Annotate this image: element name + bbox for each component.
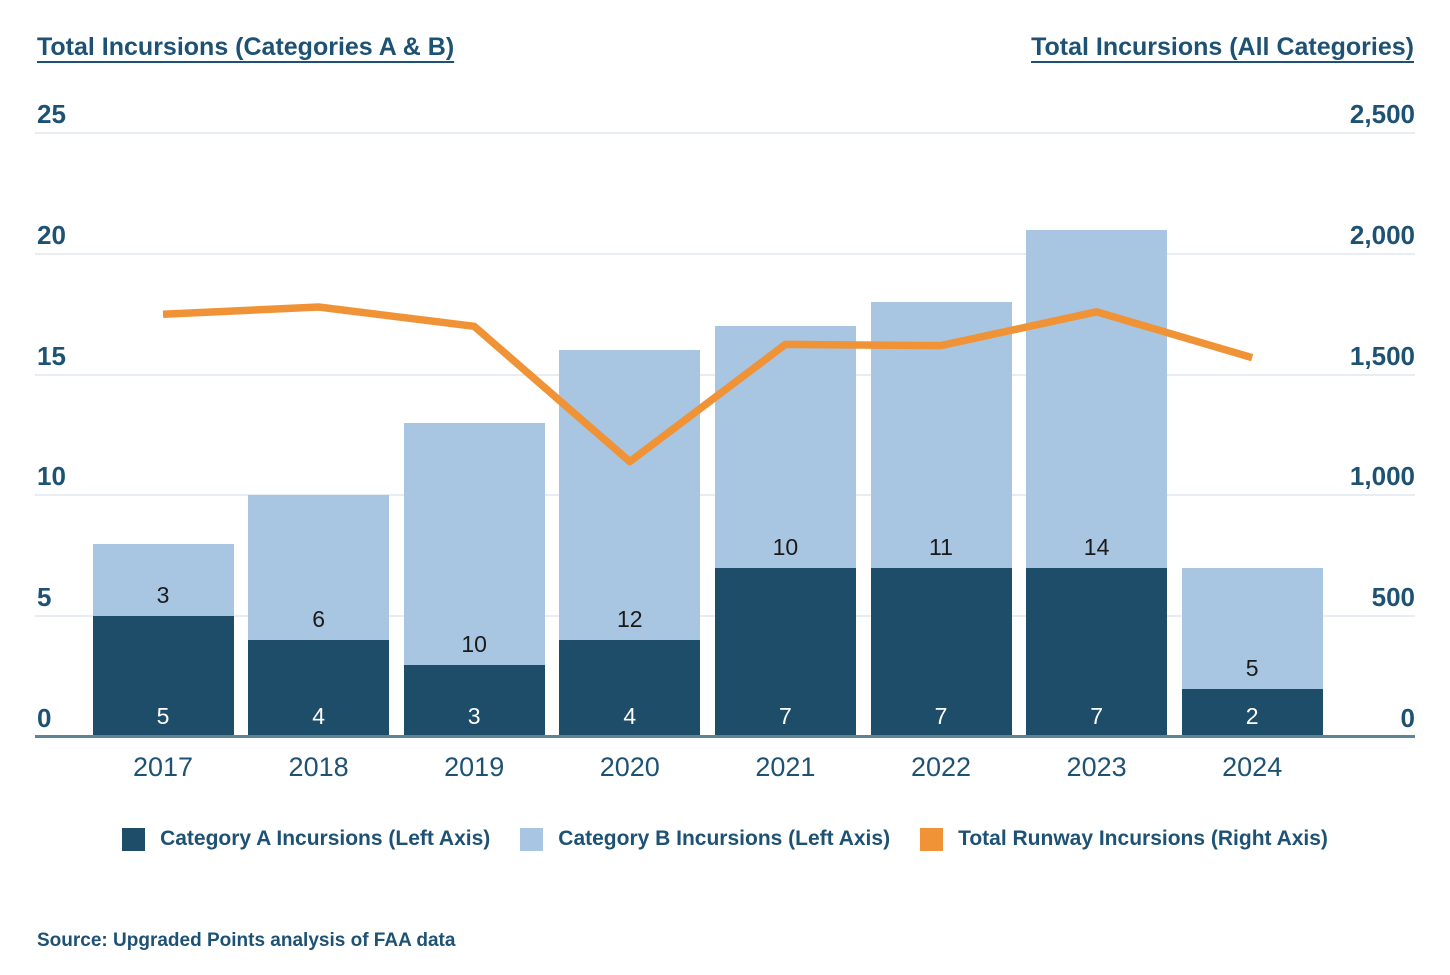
x-axis-label-2023: 2023 [1066,752,1127,782]
plot-area: 0 5 10 15 20 25 0 500 1,000 1,500 2,000 2,500 5 3 4 6 3 1… [35,100,1415,738]
bar-value-label: 5 [1245,654,1259,681]
x-axis-label-2024: 2024 [1222,752,1283,782]
bar-group-2023: 7 14 [1026,229,1168,737]
right-axis-tick: 500 [1371,582,1415,613]
legend-label: Total Runway Incursions (Right Axis) [958,827,1328,850]
bar-segment-category-b: 3 [92,543,234,617]
bar-segment-category-a: 5 [92,616,234,737]
bar-value-label: 11 [929,533,953,560]
right-axis-tick: 2,500 [1349,99,1415,129]
bar-value-label: 6 [312,606,325,633]
bar-value-label: 12 [617,606,643,633]
left-axis-tick: 5 [37,582,52,613]
bar-group-2021: 7 10 [714,326,856,737]
bar-value-label: 7 [778,703,792,729]
bar-segment-category-a: 3 [403,664,545,737]
left-axis-title: Total Incursions (Categories A & B) [37,33,455,61]
bar-segment-category-b: 10 [403,422,545,665]
bar-segment-category-a: 4 [559,640,701,737]
bar-segment-category-a: 4 [248,640,390,737]
x-axis-label-2020: 2020 [599,752,660,782]
left-axis-tick: 15 [37,340,66,371]
bar-value-label: 3 [156,582,170,609]
legend-swatch [520,827,544,851]
bar-group-2019: 3 10 [403,422,545,737]
right-axis-tick: 2,000 [1349,219,1415,250]
x-axis-label-2018: 2018 [288,752,349,782]
bar-segment-category-b: 10 [714,326,856,568]
right-axis-tick: 0 [1400,703,1415,733]
bar-value-label: 10 [772,533,799,560]
bar-value-label: 3 [467,703,481,729]
bar-value-label: 10 [461,630,487,657]
left-axis-tick: 10 [37,461,66,492]
bar-segment-category-a: 7 [714,567,856,737]
bar-group-2020: 4 12 [559,350,701,737]
legend-label: Category A Incursions (Left Axis) [160,827,491,850]
bar-value-label: 5 [156,703,170,729]
bar-segment-category-a: 7 [870,567,1012,737]
bar-segment-category-b: 5 [1181,567,1323,689]
legend-item: Category B Incursions (Left Axis) [520,827,890,851]
bar-value-label: 4 [312,703,325,729]
bar-value-label: 14 [1083,533,1110,560]
x-axis-label-2022: 2022 [910,752,972,782]
left-axis-tick: 25 [37,99,66,129]
bar-value-label: 4 [623,703,637,729]
source-note: Source: Upgraded Points analysis of FAA … [37,930,456,951]
total-runway-incursions-line [162,303,1254,466]
legend-label: Category B Incursions (Left Axis) [558,827,891,850]
legend: Category A Incursions (Left Axis) Categor… [0,827,1450,851]
bar-segment-category-a: 2 [1181,688,1323,737]
legend-item: Category A Incursions (Left Axis) [122,827,490,851]
right-axis-tick: 1,000 [1349,461,1415,492]
legend-swatch [122,827,146,851]
total-line-path [162,303,1254,466]
bar-value-label: 2 [1245,703,1259,729]
bar-segment-category-b: 12 [559,350,701,641]
left-axis-tick: 0 [37,703,52,733]
x-axis-label-2021: 2021 [755,752,816,782]
x-axis-label-2019: 2019 [444,752,505,782]
x-axis-labels: 2017 2018 2019 2020 2021 2022 2023 2024 [35,752,1415,792]
left-axis-tick: 20 [37,219,66,250]
bar-value-label: 7 [1090,703,1103,729]
bar-segment-category-b: 14 [1026,229,1168,568]
right-axis-title: Total Incursions (All Categories) [1031,33,1414,61]
bar-segment-category-b: 6 [248,495,390,641]
gridline [35,252,1415,255]
right-axis-tick: 1,500 [1349,340,1415,371]
x-axis-line [35,735,1415,738]
x-axis-label-2017: 2017 [132,752,194,782]
bar-segment-category-a: 7 [1026,567,1168,737]
gridline [35,132,1415,134]
legend-swatch [920,827,944,851]
bar-value-label: 7 [934,703,948,729]
legend-item: Total Runway Incursions (Right Axis) [920,827,1328,851]
